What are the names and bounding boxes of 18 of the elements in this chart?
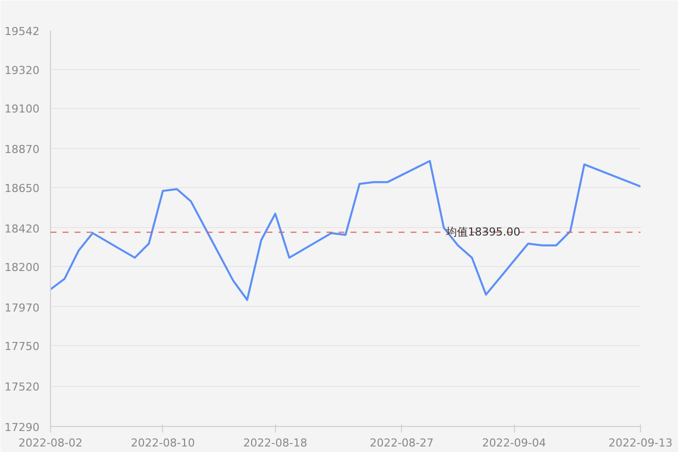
y-tick-label: 17970 <box>4 301 40 314</box>
y-tick-label: 17750 <box>4 340 40 354</box>
x-tick-label: 2022-09-13 <box>608 436 672 450</box>
line-series <box>50 160 640 301</box>
y-tick-label: 17520 <box>4 380 40 394</box>
y-tick-label: 17290 <box>4 421 40 434</box>
y-tick-label: 19100 <box>4 102 40 116</box>
y-tick-label: 18650 <box>4 182 40 195</box>
y-tick-label: 18870 <box>4 143 40 156</box>
x-tick-label: 2022-08-02 <box>18 436 82 450</box>
x-tick-label: 2022-09-04 <box>482 436 546 450</box>
y-tick-label: 19542 <box>4 25 40 38</box>
y-tick-label: 18200 <box>4 260 40 274</box>
x-tick-label: 2022-08-27 <box>370 436 434 450</box>
y-tick-label: 18420 <box>4 222 40 236</box>
x-tick-label: 2022-08-10 <box>130 436 195 450</box>
y-tick-label: 19320 <box>4 64 40 78</box>
x-tick-label: 2022-08-18 <box>243 436 308 450</box>
